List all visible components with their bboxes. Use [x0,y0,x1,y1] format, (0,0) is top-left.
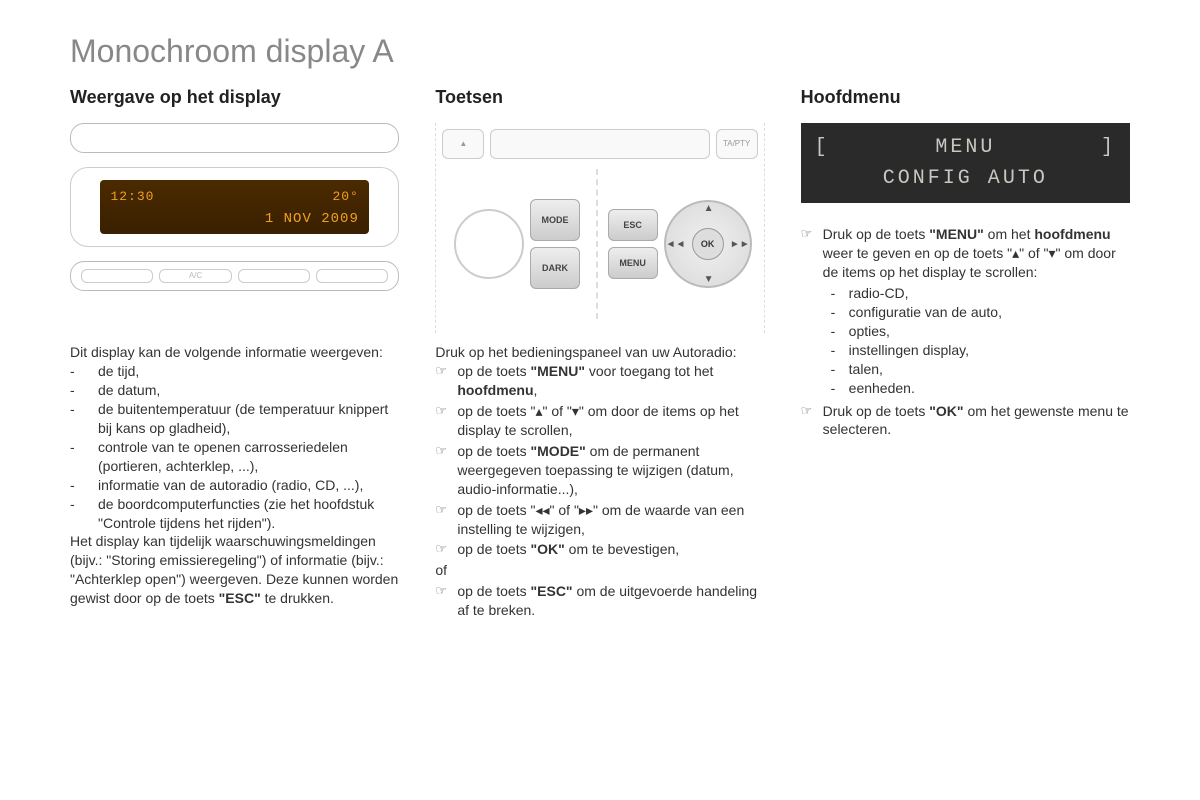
col2-last-list: op de toets "ESC" om de uitgevoerde hand… [435,582,764,620]
dpad: OK ▲ ▼ ◄◄ ►► [658,194,758,294]
col1-item-4: informatie van de autoradio (radio, CD, … [98,476,399,495]
col2-body: Druk op het bedieningspaneel van uw Auto… [435,343,764,619]
col1-tail: Het display kan tijdelijk waarschuwingsm… [70,532,399,608]
col1-item-3: controle van te openen carrosseriedelen … [98,438,399,476]
col2-intro: Druk op het bedieningspaneel van uw Auto… [435,343,764,362]
ta-pty-button: TA/PTY [716,129,758,159]
col2-item-0: op de toets "MENU" voor toegang tot het … [457,362,764,400]
mini-btn-0 [81,269,153,283]
col3-sub-1: configuratie van de auto, [823,303,1130,322]
buttons-illustration: ▲ TA/PTY MODE DARK ESC MENU [435,123,764,333]
lcd-date: 1 NOV 2009 [265,210,359,229]
col2-last: op de toets "ESC" om de uitgevoerde hand… [457,582,764,620]
page-title: Monochroom display A [70,30,1130,73]
col-display: Weergave op het display 12:30 20° 1 NOV … [70,85,399,622]
columns: Weergave op het display 12:30 20° 1 NOV … [70,85,1130,622]
col1-tail-bold: "ESC" [219,590,261,606]
col2-item-2: op de toets "MODE" om de permanent weerg… [457,442,764,499]
eject-button: ▲ [442,129,484,159]
disc-slot [490,129,709,159]
left-arrow-icon: ◄◄ [666,238,686,252]
esc-key: ESC [608,209,658,241]
menu-title: MENU [935,134,995,161]
down-arrow-icon: ▼ [704,273,714,287]
col-buttons: Toetsen ▲ TA/PTY MODE DARK ESC [435,85,764,622]
menu-bracket-right: ] [1101,134,1116,161]
col1-item-2: de buitentemperatuur (de temperatuur kni… [98,400,399,438]
mode-key: MODE [530,199,580,241]
col1-body: Dit display kan de volgende informatie w… [70,343,399,607]
mini-btn-ac: A/C [159,269,231,283]
up-arrow-icon: ▲ [704,202,714,216]
col3-sub-5: eenheden. [823,379,1130,398]
mini-btn-2 [238,269,310,283]
col2-item-3: op de toets "◂◂" of "▸▸" om de waarde va… [457,501,764,539]
col1-item-0: de tijd, [98,362,399,381]
lcd-screen: 12:30 20° 1 NOV 2009 [100,180,368,234]
heading-display: Weergave op het display [70,85,399,109]
col3-sublist: radio-CD, configuratie van de auto, opti… [823,284,1130,397]
col2-item-4: op de toets "OK" om te bevestigen, [457,540,764,559]
col2-item-1: op de toets "▴" of "▾" om door de items … [457,402,764,440]
col-menu: Hoofdmenu [ MENU ] CONFIG AUTO Druk op d… [801,85,1130,622]
menu-key: MENU [608,247,658,279]
col1-item-5: de boordcomputerfuncties (zie het hoofds… [98,495,399,533]
lcd-time: 12:30 [110,188,154,206]
dark-key: DARK [530,247,580,289]
col3-sub-3: instellingen display, [823,341,1130,360]
display-bottom-row: A/C [70,261,399,291]
col1-item-1: de datum, [98,381,399,400]
col3-sub-0: radio-CD, [823,284,1130,303]
menu-bracket-left: [ [815,134,830,161]
display-illustration: 12:30 20° 1 NOV 2009 A/C [70,123,399,333]
col3-body: Druk op de toets "MENU" om het hoofdmenu… [801,225,1130,439]
menu-lcd: [ MENU ] CONFIG AUTO [801,123,1130,203]
right-arrow-icon: ►► [730,238,750,252]
col1-tail-post: te drukken. [261,590,334,606]
heading-menu: Hoofdmenu [801,85,1130,109]
col2-or: of [435,561,764,580]
menu-line2: CONFIG AUTO [815,165,1116,192]
col3-list: Druk op de toets "MENU" om het hoofdmenu… [801,225,1130,439]
ok-key: OK [692,228,724,260]
mini-btn-3 [316,269,388,283]
col1-intro: Dit display kan de volgende informatie w… [70,343,399,362]
heading-buttons: Toetsen [435,85,764,109]
col3-sub-4: talen, [823,360,1130,379]
col3-item-1: Druk op de toets "OK" om het gewenste me… [823,402,1130,440]
volume-dial [454,209,524,279]
lcd-temp: 20° [332,188,358,206]
col1-list: de tijd, de datum, de buitentemperatuur … [70,362,399,532]
col2-list: op de toets "MENU" voor toegang tot het … [435,362,764,559]
col3-sub-2: opties, [823,322,1130,341]
col3-item-0: Druk op de toets "MENU" om het hoofdmenu… [823,225,1130,399]
